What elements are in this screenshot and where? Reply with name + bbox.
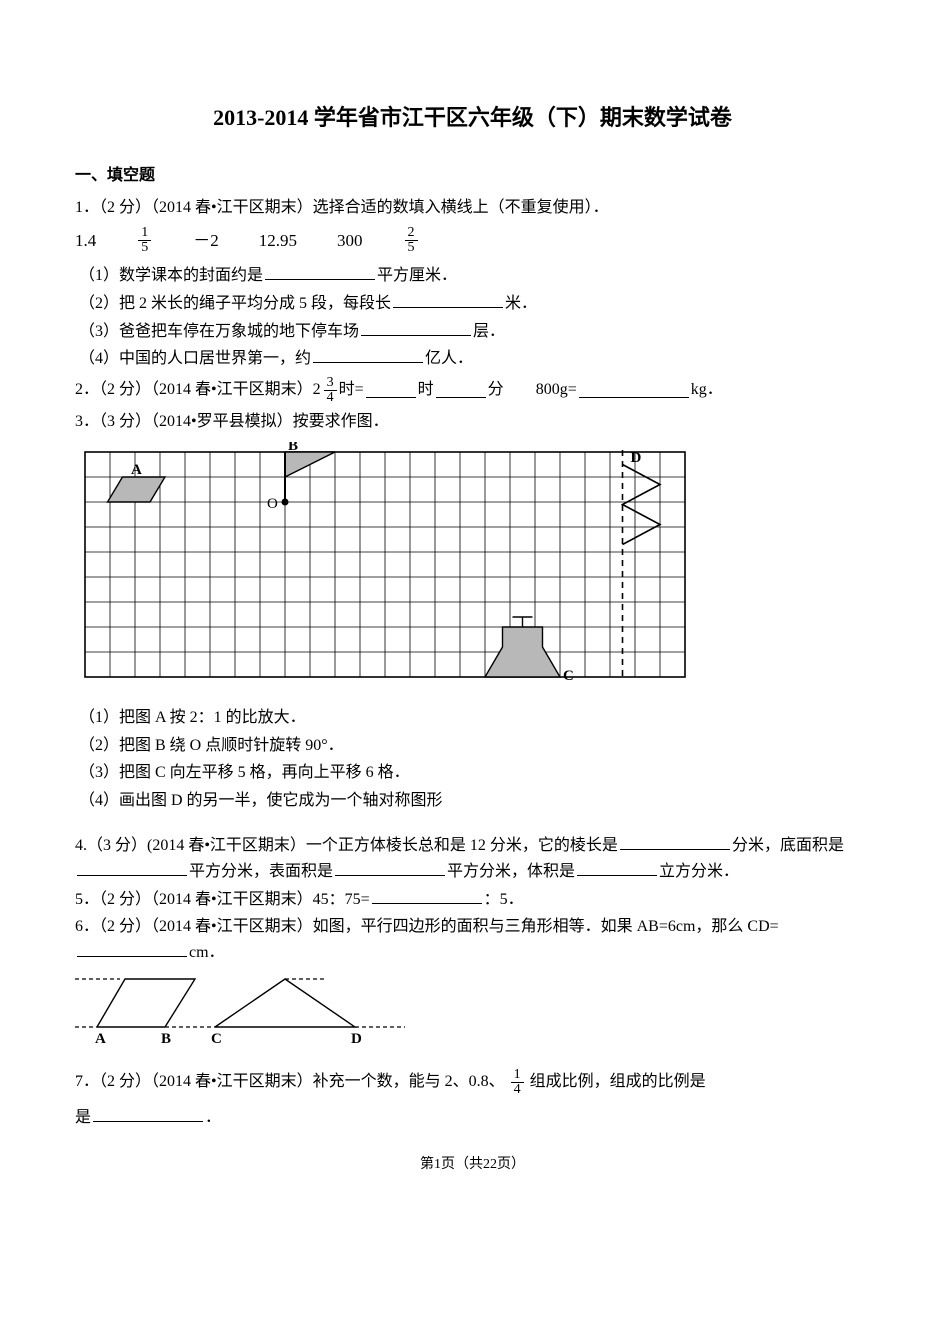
blank[interactable]	[361, 320, 471, 336]
q6-figure: A B C D	[75, 969, 870, 1058]
q1-sub3: （3）爸爸把车停在万象城的地下停车场层．	[79, 319, 870, 345]
exam-title: 2013-2014 学年省市江干区六年级（下）期末数学试卷	[75, 100, 870, 135]
q3-p1: （1）把图 A 按 2：1 的比放大．	[79, 705, 870, 731]
blank[interactable]	[93, 1106, 203, 1122]
page-footer: 第1页（共22页）	[75, 1154, 870, 1176]
q1-num-3: －2	[193, 227, 219, 254]
q3-p3: （3）把图 C 向左平移 5 格，再向上平移 6 格．	[79, 760, 870, 786]
blank[interactable]	[579, 382, 689, 398]
q1-sub1: （1）数学课本的封面约是平方厘米．	[79, 263, 870, 289]
svg-text:B: B	[288, 442, 298, 454]
blank[interactable]	[436, 382, 486, 398]
q7-fraction: 1 4	[511, 1068, 524, 1097]
q1-num-6: 2 5	[405, 226, 418, 255]
q5: 5．（2 分）（2014 春•江干区期末）45：75=：5．	[75, 887, 870, 913]
blank[interactable]	[335, 860, 445, 876]
blank[interactable]	[77, 941, 187, 957]
label-C: C	[211, 1031, 222, 1047]
section-heading-1: 一、填空题	[75, 163, 870, 189]
q1-number-row: 1.4 1 5 －2 12.95 300 2 5	[75, 226, 870, 255]
label-D: D	[351, 1031, 362, 1047]
q4: 4.（3 分）(2014 春•江干区期末）一个正方体棱长总和是 12 分米，它的…	[75, 833, 870, 884]
label-A: A	[95, 1031, 106, 1047]
q3-grid-figure: A B O C D	[75, 442, 870, 697]
blank[interactable]	[620, 834, 730, 850]
svg-text:D: D	[631, 450, 642, 466]
mixed-fraction: 2 3 4	[313, 376, 339, 405]
svg-text:O: O	[267, 496, 278, 512]
q1-num-1: 1.4	[75, 227, 96, 254]
blank[interactable]	[372, 888, 482, 904]
q3-header: 3．（3 分）（2014•罗平县模拟）按要求作图．	[75, 409, 870, 435]
svg-text:C: C	[563, 668, 574, 684]
q3-p4: （4）画出图 D 的另一半，使它成为一个轴对称图形	[79, 788, 870, 814]
q6: 6．（2 分）（2014 春•江干区期末）如图，平行四边形的面积与三角形相等．如…	[75, 914, 870, 1058]
blank[interactable]	[77, 860, 187, 876]
q1-num-5: 300	[337, 227, 363, 254]
blank[interactable]	[366, 382, 416, 398]
q7: 7．（2 分）（2014 春•江干区期末）补充一个数，能与 2、0.8、 1 4…	[75, 1068, 870, 1131]
q1-num-2: 1 5	[138, 226, 151, 255]
q1-sub4: （4）中国的人口居世界第一，约亿人．	[79, 346, 870, 372]
svg-text:A: A	[131, 462, 142, 478]
blank[interactable]	[313, 347, 423, 363]
blank[interactable]	[393, 292, 503, 308]
blank[interactable]	[265, 264, 375, 280]
q1-num-4: 12.95	[259, 227, 297, 254]
q2: 2．（2 分）（2014 春•江干区期末） 2 3 4 时= 时 分 800g=…	[75, 376, 870, 405]
q1-sub2: （2）把 2 米长的绳子平均分成 5 段，每段长米．	[79, 291, 870, 317]
q1-header: 1．（2 分）（2014 春•江干区期末）选择合适的数填入横线上（不重复使用）．	[75, 195, 870, 221]
q3-p2: （2）把图 B 绕 O 点顺时针旋转 90°．	[79, 733, 870, 759]
blank[interactable]	[577, 860, 657, 876]
label-B: B	[161, 1031, 171, 1047]
